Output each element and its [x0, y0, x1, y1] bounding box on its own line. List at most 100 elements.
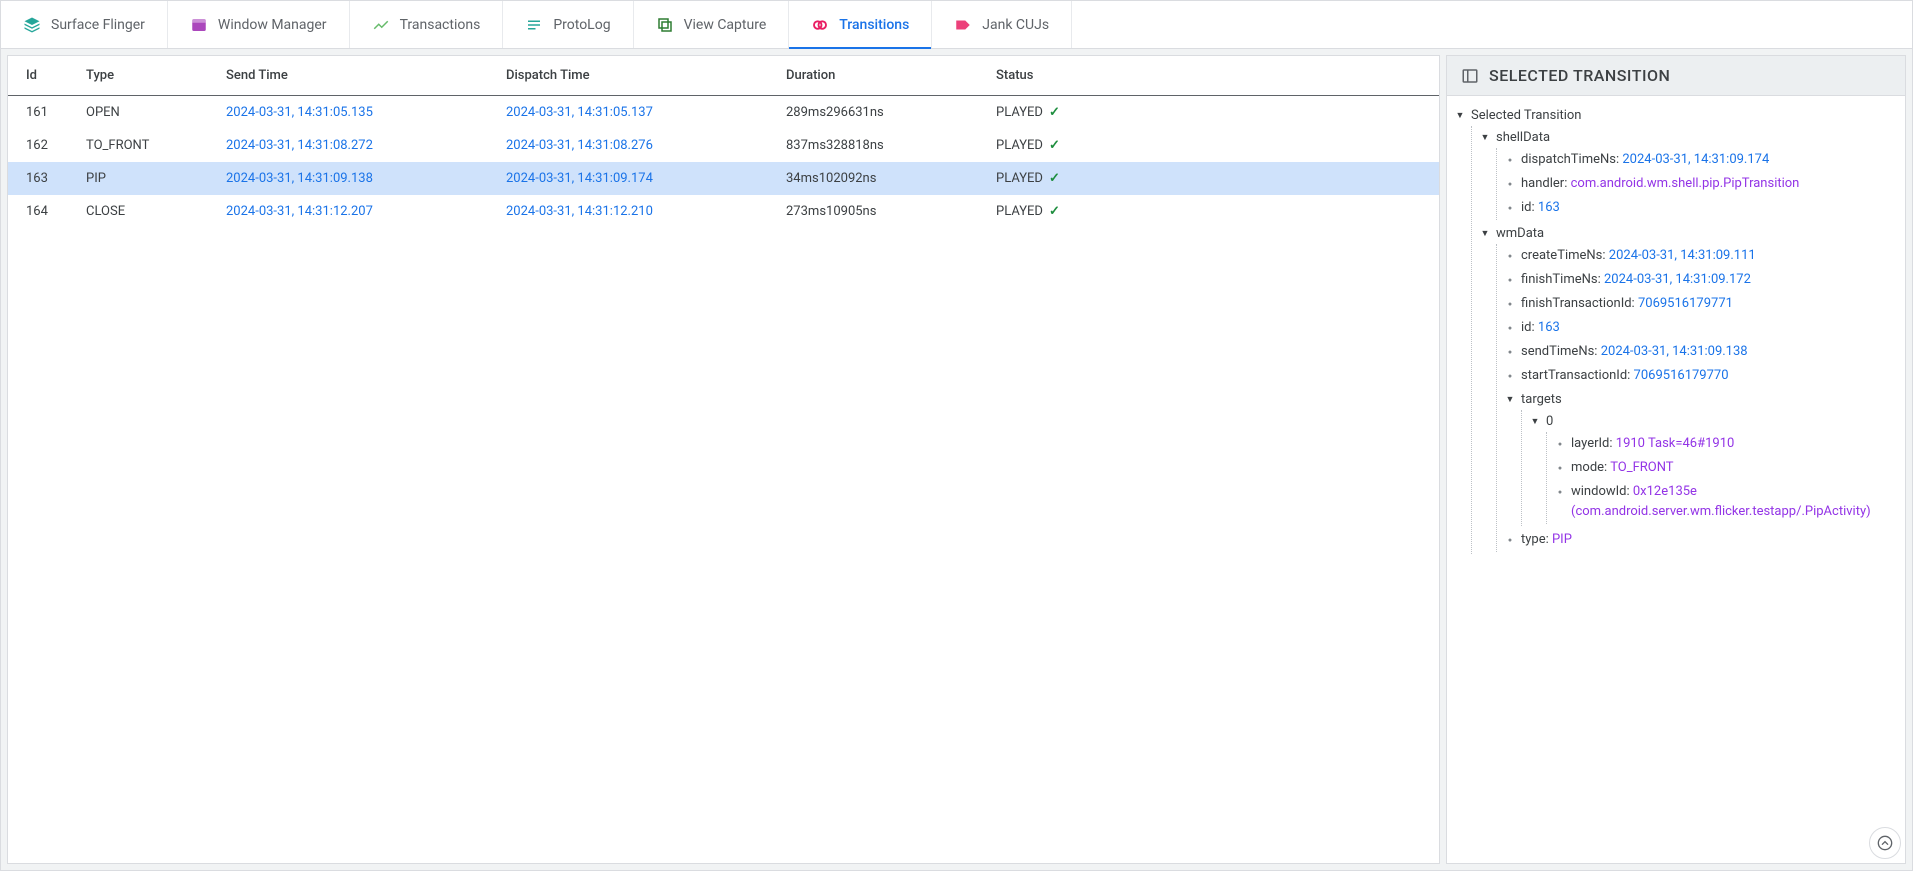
panel-collapse-icon[interactable]	[1461, 67, 1479, 85]
expand-icon[interactable]: ▼	[1478, 131, 1492, 145]
tree-key: windowId:	[1571, 484, 1630, 499]
tree-label: targets	[1521, 390, 1562, 410]
column-header[interactable]: Type	[78, 56, 218, 96]
tab-protolog[interactable]: ProtoLog	[503, 1, 633, 48]
cell-send-time: 2024-03-31, 14:31:08.272	[218, 129, 498, 162]
trend-icon	[372, 16, 390, 34]
bullet-icon: ●	[1503, 153, 1517, 167]
tree-leaf[interactable]: ● sendTimeNs: 2024-03-31, 14:31:09.138	[1503, 342, 1895, 362]
viewcapture-icon	[656, 16, 674, 34]
expand-icon[interactable]: ▼	[1453, 109, 1467, 123]
bullet-icon: ●	[1503, 321, 1517, 335]
tab-label: Jank CUJs	[982, 17, 1049, 33]
tree-leaf[interactable]: ●createTimeNs: 2024-03-31, 14:31:09.111	[1503, 246, 1895, 266]
tree-value[interactable]: 2024-03-31, 14:31:09.111	[1609, 248, 1756, 263]
column-header[interactable]: Status	[988, 56, 1439, 96]
table-row[interactable]: 164 CLOSE 2024-03-31, 14:31:12.207 2024-…	[8, 195, 1439, 228]
tree-node-root[interactable]: ▼ Selected Transition	[1453, 106, 1895, 126]
tab-surface-flinger[interactable]: Surface Flinger	[1, 1, 168, 48]
bullet-icon: ●	[1503, 369, 1517, 383]
tree-leaf[interactable]: ●layerId: 1910 Task=46#1910	[1553, 434, 1895, 454]
cell-send-time: 2024-03-31, 14:31:05.135	[218, 96, 498, 130]
tree-value[interactable]: com.android.wm.shell.pip.PipTransition	[1571, 176, 1800, 191]
tab-label: Window Manager	[218, 17, 327, 33]
timestamp-link[interactable]: 2024-03-31, 14:31:05.137	[506, 105, 653, 120]
layers-icon	[23, 16, 41, 34]
tree-leaf[interactable]: ●dispatchTimeNs: 2024-03-31, 14:31:09.17…	[1503, 150, 1895, 170]
cell-status: PLAYED✓	[988, 129, 1439, 162]
tree-leaf[interactable]: ●type: PIP	[1503, 530, 1895, 550]
timestamp-link[interactable]: 2024-03-31, 14:31:09.174	[506, 171, 653, 186]
tree-value[interactable]: TO_FRONT	[1610, 460, 1673, 475]
tab-transactions[interactable]: Transactions	[350, 1, 504, 48]
tab-window-manager[interactable]: Window Manager	[168, 1, 350, 48]
main-split: IdTypeSend TimeDispatch TimeDurationStat…	[1, 49, 1912, 870]
check-icon: ✓	[1049, 105, 1060, 120]
column-header[interactable]: Id	[8, 56, 78, 96]
table-body: 161 OPEN 2024-03-31, 14:31:05.135 2024-0…	[8, 96, 1439, 229]
tree-node-wmdata[interactable]: ▼ wmData	[1478, 224, 1895, 244]
cell-id: 163	[8, 162, 78, 195]
tab-jank-cujs[interactable]: Jank CUJs	[932, 1, 1072, 48]
tree-leaf[interactable]: ●mode: TO_FRONT	[1553, 458, 1895, 478]
tree-label: Selected Transition	[1471, 106, 1581, 126]
tree-value[interactable]: 2024-03-31, 14:31:09.138	[1601, 344, 1748, 359]
tree-node-targets[interactable]: ▼ targets	[1503, 390, 1895, 410]
timestamp-link[interactable]: 2024-03-31, 14:31:08.272	[226, 138, 373, 153]
cell-type: CLOSE	[78, 195, 218, 228]
tab-label: Transitions	[839, 17, 909, 33]
tree-leaf[interactable]: ● id: 163	[1503, 318, 1895, 338]
tab-transitions[interactable]: Transitions	[789, 1, 932, 48]
tab-view-capture[interactable]: View Capture	[634, 1, 790, 48]
expand-icon[interactable]: ▼	[1503, 393, 1517, 407]
tree-node-target-0[interactable]: ▼ 0	[1528, 412, 1895, 432]
tree-value[interactable]: 7069516179770	[1634, 368, 1729, 383]
column-header[interactable]: Send Time	[218, 56, 498, 96]
tree-leaf[interactable]: ● handler: com.android.wm.shell.pip.PipTr…	[1503, 174, 1895, 194]
bullet-icon: ●	[1503, 201, 1517, 215]
tree-leaf[interactable]: ●finishTransactionId: 7069516179771	[1503, 294, 1895, 314]
expand-panel-button[interactable]	[1869, 827, 1901, 859]
tree-key: id:	[1521, 320, 1535, 335]
table-row[interactable]: 162 TO_FRONT 2024-03-31, 14:31:08.272 20…	[8, 129, 1439, 162]
tree-leaf[interactable]: ●windowId: 0x12e135e (com.android.server…	[1553, 482, 1895, 522]
tree-leaf[interactable]: ●finishTimeNs: 2024-03-31, 14:31:09.172	[1503, 270, 1895, 290]
tree-value[interactable]: 7069516179771	[1638, 296, 1733, 311]
column-header[interactable]: Dispatch Time	[498, 56, 778, 96]
tree-node-shelldata[interactable]: ▼ shellData	[1478, 128, 1895, 148]
tree-key: handler:	[1521, 176, 1567, 191]
tree-leaf[interactable]: ●id: 163	[1503, 198, 1895, 218]
tree-value[interactable]: 2024-03-31, 14:31:09.174	[1622, 152, 1769, 167]
tree-value[interactable]: 163	[1538, 200, 1560, 215]
cell-duration: 289ms296631ns	[778, 96, 988, 130]
tree-key: sendTimeNs:	[1521, 344, 1597, 359]
tree-value[interactable]: 1910 Task=46#1910	[1616, 436, 1735, 451]
bullet-icon: ●	[1503, 345, 1517, 359]
tree-value[interactable]: 2024-03-31, 14:31:09.172	[1604, 272, 1751, 287]
timestamp-link[interactable]: 2024-03-31, 14:31:12.210	[506, 204, 653, 219]
bullet-icon: ●	[1503, 177, 1517, 191]
app-root: Surface Flinger Window Manager Transaction…	[0, 0, 1913, 871]
bullet-icon: ●	[1503, 533, 1517, 547]
expand-icon[interactable]: ▼	[1528, 415, 1542, 429]
table-row[interactable]: 163 PIP 2024-03-31, 14:31:09.138 2024-03…	[8, 162, 1439, 195]
tree-leaf[interactable]: ●startTransactionId: 7069516179770	[1503, 366, 1895, 386]
timestamp-link[interactable]: 2024-03-31, 14:31:12.207	[226, 204, 373, 219]
table-row[interactable]: 161 OPEN 2024-03-31, 14:31:05.135 2024-0…	[8, 96, 1439, 130]
selected-transition-panel: SELECTED TRANSITION ▼ Selected Transitio…	[1446, 55, 1906, 864]
bullet-icon: ●	[1553, 437, 1567, 451]
window-icon	[190, 16, 208, 34]
timestamp-link[interactable]: 2024-03-31, 14:31:05.135	[226, 105, 373, 120]
cell-duration: 34ms102092ns	[778, 162, 988, 195]
tree-value[interactable]: 163	[1538, 320, 1560, 335]
expand-icon[interactable]: ▼	[1478, 227, 1492, 241]
tree-label: wmData	[1496, 224, 1544, 244]
timestamp-link[interactable]: 2024-03-31, 14:31:09.138	[226, 171, 373, 186]
timestamp-link[interactable]: 2024-03-31, 14:31:08.276	[506, 138, 653, 153]
cell-dispatch-time: 2024-03-31, 14:31:08.276	[498, 129, 778, 162]
tree-value[interactable]: PIP	[1552, 532, 1572, 547]
cell-dispatch-time: 2024-03-31, 14:31:05.137	[498, 96, 778, 130]
check-icon: ✓	[1049, 204, 1060, 219]
column-header[interactable]: Duration	[778, 56, 988, 96]
status-text: PLAYED	[996, 138, 1043, 153]
